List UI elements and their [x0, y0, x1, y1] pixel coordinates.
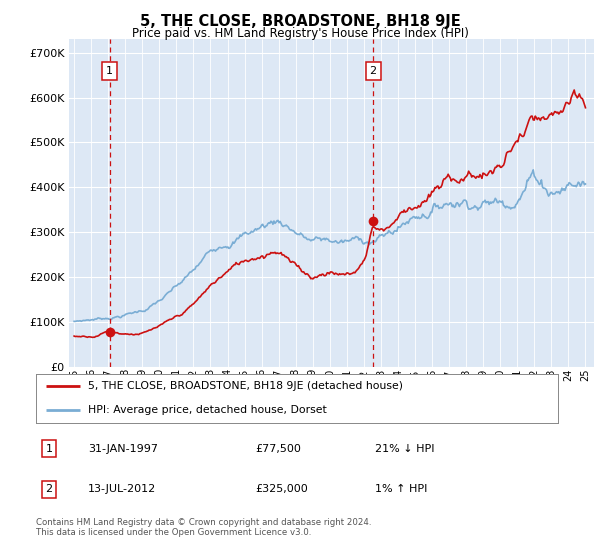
Text: Contains HM Land Registry data © Crown copyright and database right 2024.
This d: Contains HM Land Registry data © Crown c…: [36, 518, 371, 538]
Text: 5, THE CLOSE, BROADSTONE, BH18 9JE (detached house): 5, THE CLOSE, BROADSTONE, BH18 9JE (deta…: [88, 381, 403, 391]
Text: 21% ↓ HPI: 21% ↓ HPI: [376, 444, 435, 454]
Text: 1: 1: [106, 66, 113, 76]
Text: £77,500: £77,500: [255, 444, 301, 454]
Text: 1: 1: [46, 444, 53, 454]
Text: 2: 2: [46, 484, 53, 494]
Text: Price paid vs. HM Land Registry's House Price Index (HPI): Price paid vs. HM Land Registry's House …: [131, 27, 469, 40]
Text: 2: 2: [370, 66, 377, 76]
Text: £325,000: £325,000: [255, 484, 308, 494]
Text: 13-JUL-2012: 13-JUL-2012: [88, 484, 157, 494]
Text: 31-JAN-1997: 31-JAN-1997: [88, 444, 158, 454]
Text: HPI: Average price, detached house, Dorset: HPI: Average price, detached house, Dors…: [88, 405, 327, 416]
Text: 1% ↑ HPI: 1% ↑ HPI: [376, 484, 428, 494]
Text: 5, THE CLOSE, BROADSTONE, BH18 9JE: 5, THE CLOSE, BROADSTONE, BH18 9JE: [140, 14, 460, 29]
